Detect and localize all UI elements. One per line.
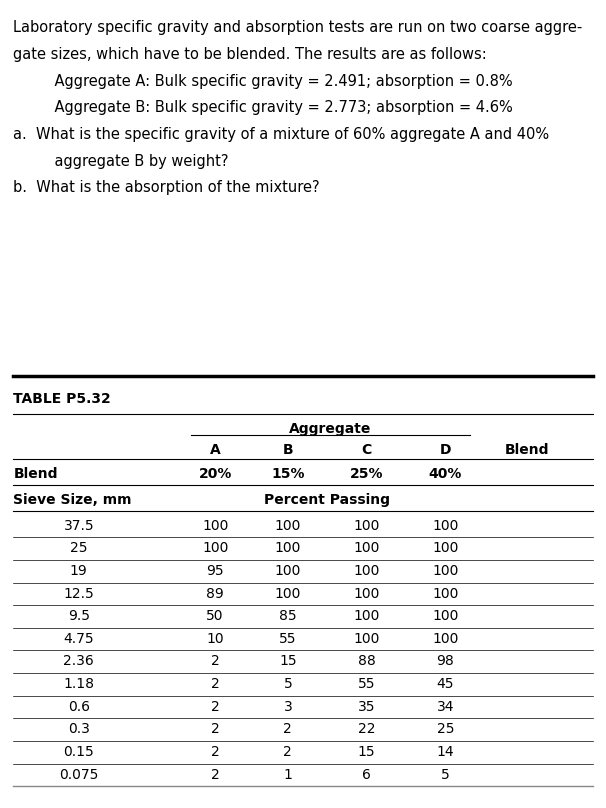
Text: C: C: [362, 443, 371, 457]
Text: 100: 100: [353, 519, 380, 532]
Text: 0.6: 0.6: [68, 700, 90, 713]
Text: 100: 100: [353, 564, 380, 578]
Text: B: B: [282, 443, 293, 457]
Text: 2: 2: [211, 768, 219, 781]
Text: 35: 35: [358, 700, 375, 713]
Text: 100: 100: [275, 587, 301, 600]
Text: b.  What is the absorption of the mixture?: b. What is the absorption of the mixture…: [13, 180, 320, 196]
Text: 1: 1: [284, 768, 292, 781]
Text: 100: 100: [353, 609, 380, 623]
Text: 40%: 40%: [428, 467, 462, 481]
Text: 100: 100: [432, 587, 459, 600]
Text: 2: 2: [211, 700, 219, 713]
Text: 89: 89: [206, 587, 224, 600]
Text: 25: 25: [70, 541, 87, 555]
Text: 100: 100: [432, 609, 459, 623]
Text: 100: 100: [432, 541, 459, 555]
Text: 88: 88: [358, 654, 376, 668]
Text: A: A: [210, 443, 221, 457]
Text: 20%: 20%: [198, 467, 232, 481]
Text: 34: 34: [437, 700, 454, 713]
Text: 15: 15: [279, 654, 297, 668]
Text: 2: 2: [211, 654, 219, 668]
Text: 37.5: 37.5: [64, 519, 94, 532]
Text: 85: 85: [279, 609, 297, 623]
Text: 14: 14: [436, 745, 454, 759]
Text: 100: 100: [275, 564, 301, 578]
Text: 2: 2: [211, 745, 219, 759]
Text: 100: 100: [353, 541, 380, 555]
Text: 0.15: 0.15: [64, 745, 94, 759]
Text: 100: 100: [432, 632, 459, 646]
Text: 100: 100: [202, 541, 228, 555]
Text: 100: 100: [432, 519, 459, 532]
Text: 2: 2: [284, 722, 292, 736]
Text: 5: 5: [284, 677, 292, 691]
Text: Aggregate B: Bulk specific gravity = 2.773; absorption = 4.6%: Aggregate B: Bulk specific gravity = 2.7…: [36, 100, 513, 116]
Text: 15%: 15%: [271, 467, 305, 481]
Text: 25%: 25%: [350, 467, 384, 481]
Text: Blend: Blend: [13, 467, 58, 481]
Text: 12.5: 12.5: [64, 587, 94, 600]
Text: 95: 95: [206, 564, 224, 578]
Text: 6: 6: [362, 768, 371, 781]
Text: 2.36: 2.36: [64, 654, 94, 668]
Text: 2: 2: [211, 677, 219, 691]
Text: 10: 10: [206, 632, 224, 646]
Text: 15: 15: [358, 745, 376, 759]
Text: TABLE P5.32: TABLE P5.32: [13, 392, 111, 406]
Text: 1.18: 1.18: [63, 677, 95, 691]
Text: 100: 100: [353, 632, 380, 646]
Text: 3: 3: [284, 700, 292, 713]
Text: 98: 98: [436, 654, 454, 668]
Text: 100: 100: [275, 541, 301, 555]
Text: 22: 22: [358, 722, 375, 736]
Text: a.  What is the specific gravity of a mixture of 60% aggregate A and 40%: a. What is the specific gravity of a mix…: [13, 127, 550, 142]
Text: Laboratory specific gravity and absorption tests are run on two coarse aggre-: Laboratory specific gravity and absorpti…: [13, 20, 582, 36]
Text: Aggregate: Aggregate: [289, 422, 371, 436]
Text: 19: 19: [70, 564, 88, 578]
Text: 2: 2: [284, 745, 292, 759]
Text: gate sizes, which have to be blended. The results are as follows:: gate sizes, which have to be blended. Th…: [13, 47, 487, 62]
Text: 100: 100: [432, 564, 459, 578]
Text: 0.075: 0.075: [59, 768, 98, 781]
Text: 25: 25: [437, 722, 454, 736]
Text: 50: 50: [207, 609, 224, 623]
Text: 4.75: 4.75: [64, 632, 94, 646]
Text: Percent Passing: Percent Passing: [264, 493, 390, 507]
Text: 9.5: 9.5: [68, 609, 90, 623]
Text: Blend: Blend: [505, 443, 550, 457]
Text: 5: 5: [441, 768, 450, 781]
Text: 55: 55: [279, 632, 296, 646]
Text: 0.3: 0.3: [68, 722, 90, 736]
Text: Aggregate A: Bulk specific gravity = 2.491; absorption = 0.8%: Aggregate A: Bulk specific gravity = 2.4…: [36, 74, 513, 89]
Text: 55: 55: [358, 677, 375, 691]
Text: aggregate B by weight?: aggregate B by weight?: [36, 154, 229, 169]
Text: 100: 100: [353, 587, 380, 600]
Text: Sieve Size, mm: Sieve Size, mm: [13, 493, 132, 507]
Text: 100: 100: [202, 519, 228, 532]
Text: 45: 45: [437, 677, 454, 691]
Text: D: D: [440, 443, 451, 457]
Text: 2: 2: [211, 722, 219, 736]
Text: 100: 100: [275, 519, 301, 532]
